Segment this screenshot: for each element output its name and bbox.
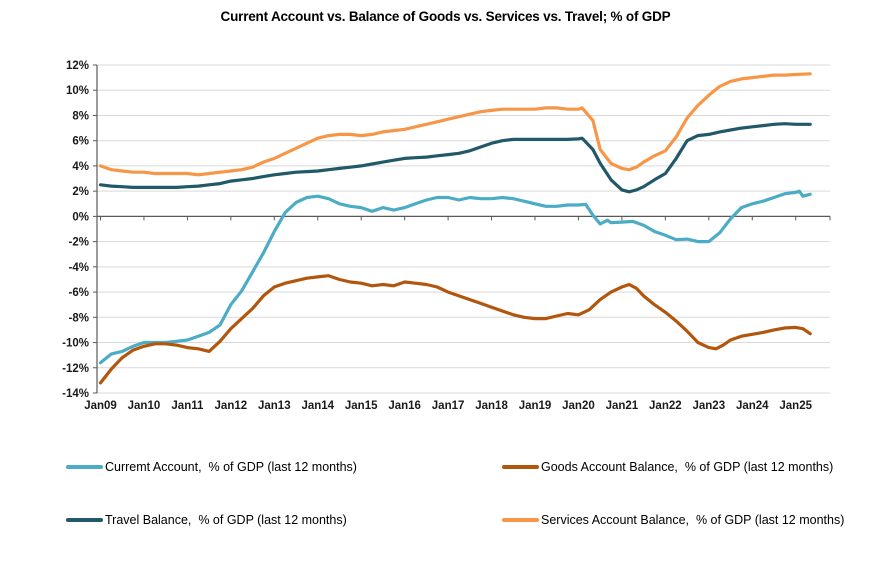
x-tick-label: Jan09	[84, 400, 117, 412]
legend-item-current-account: Curremt Account, % of GDP (last 12 month…	[66, 458, 502, 476]
x-tick-label: Jan11	[171, 400, 204, 412]
series-line-services-balance	[98, 72, 812, 177]
legend-item-travel-balance: Travel Balance, % of GDP (last 12 months…	[66, 511, 502, 529]
x-tick-label: Jan18	[475, 400, 508, 412]
x-tick-label: Jan15	[345, 400, 378, 412]
series-line-current-account	[98, 189, 812, 365]
legend-item-services-balance: Services Account Balance, % of GDP (last…	[502, 511, 866, 529]
x-tick-label: Jan24	[736, 400, 769, 412]
legend-item-goods-balance: Goods Account Balance, % of GDP (last 12…	[502, 458, 866, 476]
chart-legend: Curremt Account, % of GDP (last 12 month…	[66, 458, 866, 529]
y-tick-label: 8%	[72, 110, 89, 122]
x-tick-label: Jan25	[779, 400, 812, 412]
x-tick-label: Jan17	[432, 400, 465, 412]
gridlines	[97, 64, 830, 394]
y-tick-label: 6%	[72, 136, 89, 148]
y-tick-label: 0%	[72, 211, 89, 223]
x-tick-label: Jan21	[606, 400, 639, 412]
y-axis: -14% -12% -10% -8% -6% -4% -2% 0% 2% 4% 6% 8% 10% 12%	[62, 60, 98, 400]
legend-swatch-services-balance	[502, 518, 539, 522]
series-line-travel-balance	[98, 122, 812, 194]
x-tick-label: Jan16	[388, 400, 421, 412]
x-tick-label: Jan12	[215, 400, 248, 412]
series-line-goods-balance	[98, 274, 812, 385]
y-tick-label: 10%	[66, 85, 89, 97]
y-tick-label: -2%	[69, 237, 89, 249]
legend-label-current-account: Curremt Account, % of GDP (last 12 month…	[105, 460, 357, 474]
line-chart: -14% -12% -10% -8% -6% -4% -2% 0% 2% 4% 6% 8% 10% 12%…	[62, 60, 831, 412]
y-tick-label: -4%	[69, 262, 89, 274]
x-tick-label: Jan19	[519, 400, 552, 412]
x-tick-label: Jan14	[301, 400, 334, 412]
x-tick-label: Jan10	[128, 400, 161, 412]
y-tick-label: 2%	[72, 186, 89, 198]
legend-swatch-current-account	[66, 465, 103, 469]
x-axis: Jan09 Jan10 Jan11 Jan12 Jan13 Jan14 Jan15 Jan16…	[84, 215, 831, 412]
x-tick-label: Jan22	[649, 400, 682, 412]
y-tick-label: -14%	[62, 388, 89, 400]
x-tick-label: Jan13	[258, 400, 291, 412]
chart-title: Current Account vs. Balance of Goods vs.…	[220, 9, 671, 24]
legend-label-travel-balance: Travel Balance, % of GDP (last 12 months…	[105, 513, 347, 527]
y-tick-label: 4%	[72, 161, 89, 173]
y-tick-label: -6%	[69, 287, 89, 299]
y-tick-label: 12%	[66, 60, 89, 72]
y-tick-label: -10%	[62, 338, 89, 350]
legend-swatch-travel-balance	[66, 518, 103, 522]
x-tick-label: Jan23	[692, 400, 725, 412]
legend-label-goods-balance: Goods Account Balance, % of GDP (last 12…	[541, 460, 834, 474]
y-tick-label: -12%	[62, 363, 89, 375]
y-tick-label: -8%	[69, 312, 89, 324]
x-tick-label: Jan20	[562, 400, 595, 412]
legend-label-services-balance: Services Account Balance, % of GDP (last…	[541, 513, 845, 527]
legend-swatch-goods-balance	[502, 465, 539, 469]
